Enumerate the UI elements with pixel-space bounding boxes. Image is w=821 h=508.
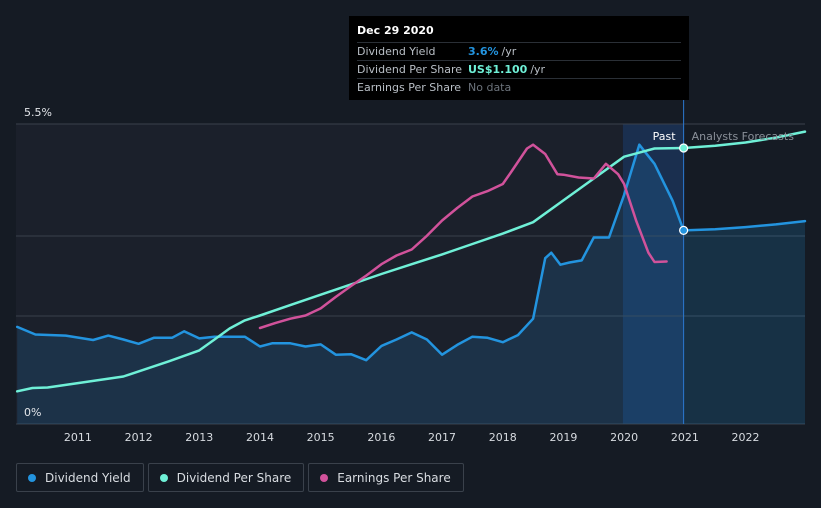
series-lines	[15, 130, 807, 393]
x-tick-label: 2015	[307, 431, 335, 444]
legend-item-dividend-per-share[interactable]: Dividend Per Share	[147, 463, 305, 492]
y-axis-min-label: 0%	[24, 406, 41, 419]
x-tick-label: 2020	[610, 431, 638, 444]
x-tick-label: 2018	[489, 431, 517, 444]
past-label: Past	[653, 130, 677, 143]
legend-item-dividend-yield[interactable]: Dividend Yield	[16, 463, 144, 492]
x-tick-label: 2016	[367, 431, 395, 444]
legend-label: Dividend Per Share	[176, 470, 292, 485]
area-fills	[17, 144, 805, 424]
legend-dot-icon	[159, 473, 168, 482]
tooltip-row-dividend-yield: Dividend Yield 3.6% /yr	[357, 42, 681, 60]
x-tick-label: 2013	[185, 431, 213, 444]
x-tick-label: 2022	[732, 431, 760, 444]
tooltip-row-dividend-per-share: Dividend Per Share US$1.100 /yr	[357, 60, 681, 78]
x-tick-label: 2014	[246, 431, 274, 444]
tooltip-date: Dec 29 2020	[357, 24, 434, 37]
x-tick-label: 2019	[549, 431, 577, 444]
series-line-earnings-per-share	[258, 143, 668, 330]
series-line-dividend-per-share-forecast-	[682, 130, 807, 150]
x-tick-label: 2017	[428, 431, 456, 444]
x-tick-label: 2011	[64, 431, 92, 444]
area-fill-0	[17, 144, 684, 424]
tooltip-value: 3.6%	[468, 45, 499, 58]
tooltip-label: Dividend Per Share	[357, 63, 463, 76]
legend-label: Dividend Yield	[45, 470, 131, 485]
x-axis-ticks: 2011 2012 2013 2014 2015 2016 2017 2018 2019 2020…	[64, 431, 760, 444]
legend-label: Earnings Per Share	[337, 470, 451, 485]
grid-lines	[16, 123, 805, 425]
hover-markers	[679, 143, 689, 235]
legend-dot-icon	[28, 473, 36, 482]
tooltip-value: No data	[468, 81, 512, 94]
legend-dot-icon	[320, 473, 329, 482]
highlight-band	[622, 124, 684, 424]
tooltip-unit: /yr	[530, 63, 546, 76]
tooltip-value: US$1.100	[468, 63, 528, 76]
series-line-dividend-yield	[15, 143, 685, 362]
series-line-dividend-yield-forecast-	[682, 219, 807, 232]
y-axis-max-label: 5.5%	[24, 106, 52, 119]
tooltip-row-earnings-per-share: Earnings Per Share No data	[357, 78, 681, 96]
x-tick-label: 2021	[671, 431, 699, 444]
tooltip-unit: /yr	[501, 45, 517, 58]
x-tick-label: 2012	[125, 431, 153, 444]
tooltip: Dec 29 2020 Dividend Yield 3.6% /yr Divi…	[349, 16, 689, 100]
legend-item-earnings-per-share[interactable]: Earnings Per Share	[308, 463, 464, 492]
tooltip-label: Earnings Per Share	[357, 81, 462, 94]
forecast-label: Analysts Forecasts	[692, 130, 795, 143]
hover-marker	[679, 143, 689, 153]
area-fill-1	[683, 221, 805, 424]
legend: Dividend Yield Dividend Per Share Earnin…	[16, 463, 464, 492]
hover-marker	[679, 225, 689, 235]
tooltip-label: Dividend Yield	[357, 45, 436, 58]
series-line-dividend-per-share	[15, 146, 685, 393]
